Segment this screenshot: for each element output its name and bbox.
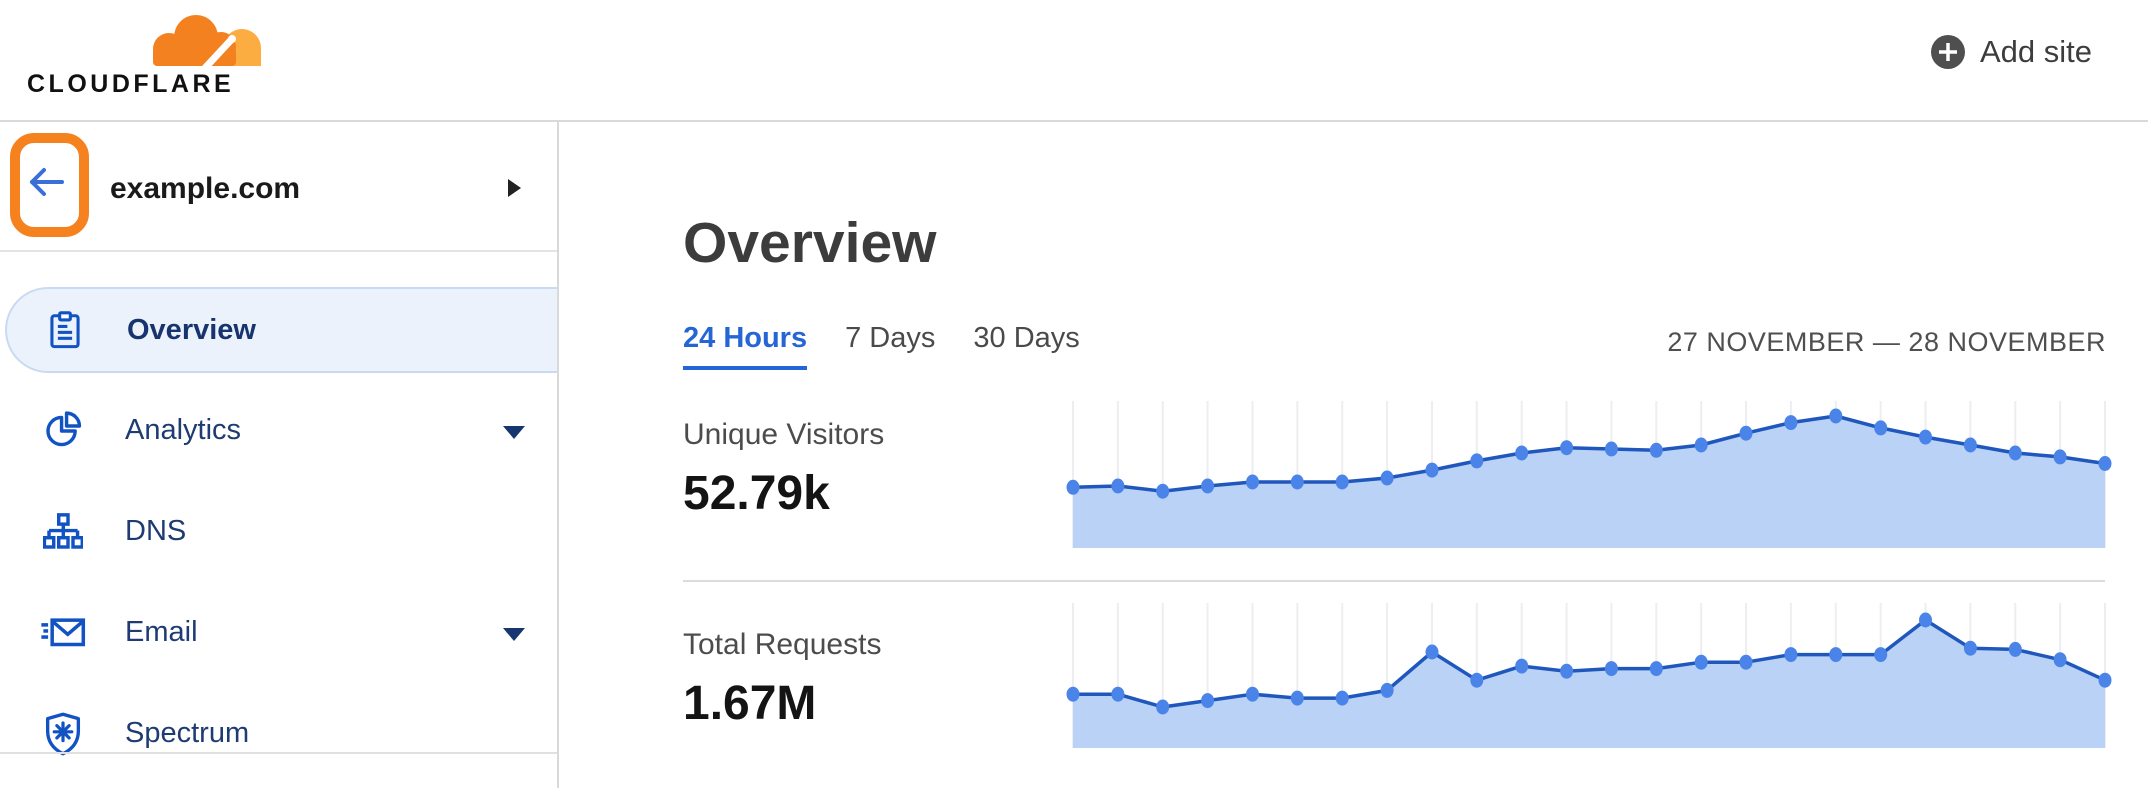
sidebar-divider [0, 752, 557, 754]
back-button[interactable] [22, 162, 78, 210]
unique-visitors-row: Unique Visitors 52.79k [683, 398, 2112, 550]
cloudflare-logo-text: CLOUDFLARE [27, 70, 235, 98]
back-arrow-icon [30, 168, 64, 196]
metric-value: 1.67M [683, 677, 817, 730]
chevron-down-icon[interactable] [503, 627, 525, 641]
sidebar-item-label: Analytics [125, 414, 242, 446]
sitemap-icon [40, 512, 86, 552]
plus-circle-icon [1930, 35, 1965, 69]
site-name: example.com [110, 172, 301, 205]
metric-info: Unique Visitors 52.79k [683, 398, 1073, 550]
rows-divider [683, 580, 2105, 582]
metric-value: 52.79k [683, 467, 830, 520]
shield-asterisk-icon [40, 712, 86, 756]
date-range-label: 27 NOVEMBER — 28 NOVEMBER [1667, 327, 2106, 357]
total-requests-chart[interactable] [1066, 600, 2112, 750]
chevron-down-icon[interactable] [503, 425, 525, 439]
cloudflare-cloud-icon [139, 15, 269, 68]
site-switcher-row[interactable]: example.com [0, 122, 557, 252]
sidebar-item-label: DNS [125, 515, 187, 547]
page-title: Overview [683, 211, 937, 275]
chevron-right-icon[interactable] [508, 179, 521, 197]
chart-area-fill [1073, 416, 2105, 548]
top-bar: CLOUDFLARE Add site [0, 0, 2148, 122]
clipboard-icon [42, 311, 88, 349]
add-site-button[interactable]: Add site [1930, 34, 2092, 70]
tab-30-days[interactable]: 30 Days [973, 322, 1080, 354]
sidebar: example.com Overview [0, 122, 559, 788]
main-content: Overview 24 Hours 7 Days 30 Days 27 NOVE… [683, 122, 2112, 788]
tab-7-days[interactable]: 7 Days [845, 322, 936, 354]
sidebar-item-email[interactable]: Email [0, 582, 557, 683]
total-requests-row: Total Requests 1.67M [683, 600, 2112, 750]
sidebar-item-label: Overview [127, 313, 256, 346]
chart-line [1073, 618, 2106, 709]
sidebar-item-label: Email [125, 616, 198, 648]
chart-points [1066, 408, 2112, 499]
chart-line [1072, 414, 2106, 493]
chart-points [1066, 612, 2112, 715]
metric-label: Total Requests [683, 628, 882, 661]
sidebar-item-label: Spectrum [125, 717, 250, 749]
chart-area-fill [1073, 620, 2105, 748]
tab-24-hours[interactable]: 24 Hours [683, 322, 808, 370]
cloudflare-logo[interactable]: CLOUDFLARE [27, 8, 269, 104]
email-forward-icon [40, 616, 86, 650]
metric-info: Total Requests 1.67M [683, 600, 1073, 750]
add-site-label: Add site [1979, 34, 2092, 69]
time-range-tabs: 24 Hours 7 Days 30 Days [683, 322, 1080, 370]
sidebar-item-analytics[interactable]: Analytics [0, 380, 557, 481]
pie-chart-icon [40, 410, 86, 451]
metric-label: Unique Visitors [683, 418, 885, 451]
unique-visitors-chart[interactable] [1066, 398, 2112, 550]
sidebar-item-dns[interactable]: DNS [0, 481, 557, 582]
sidebar-item-overview[interactable]: Overview [5, 287, 557, 373]
sidebar-nav: Overview Analytics [0, 287, 557, 784]
sidebar-item-spectrum[interactable]: Spectrum [0, 683, 557, 784]
